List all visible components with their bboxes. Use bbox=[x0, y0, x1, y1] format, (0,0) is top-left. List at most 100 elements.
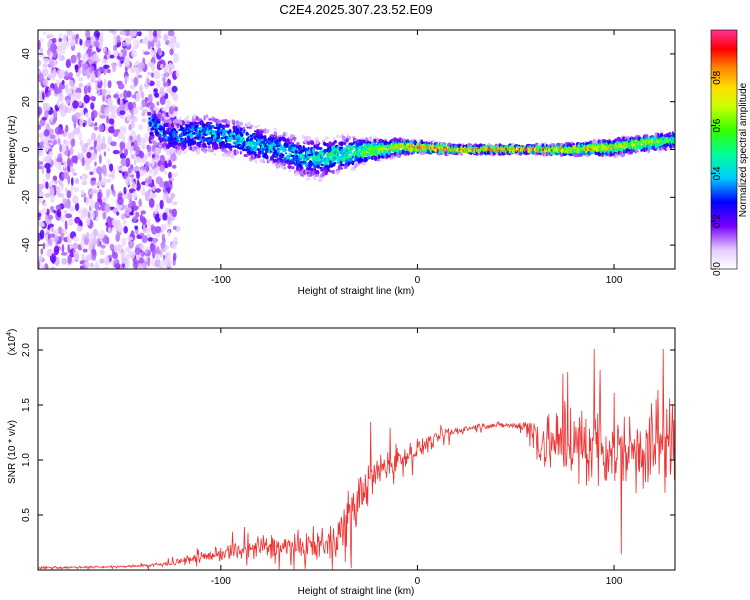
spectrogram-noise-blob bbox=[105, 222, 109, 227]
spectrogram-noise-blob bbox=[78, 59, 82, 70]
spectrogram-noise-blob bbox=[43, 263, 49, 269]
spectrogram-ridge-cell bbox=[283, 166, 287, 170]
spectrogram-noise-blob bbox=[80, 110, 84, 117]
spectrogram-ridge-cell bbox=[346, 133, 350, 137]
spectrogram-noise-blob bbox=[69, 40, 76, 47]
spectrogram-noise-blob bbox=[66, 157, 72, 167]
spectrogram-ridge-cell bbox=[368, 152, 372, 156]
spectrogram-noise-blob bbox=[66, 145, 69, 152]
spectrogram-noise-blob bbox=[78, 77, 84, 82]
spectrogram-noise-blob bbox=[147, 93, 153, 104]
spectrogram-ridge-cell bbox=[176, 123, 179, 126]
spectrogram-noise-blob bbox=[106, 178, 112, 183]
spectrogram-noise-blob bbox=[121, 194, 128, 200]
spectrogram-xlabel: Height of straight line (km) bbox=[298, 286, 415, 297]
spectrogram-ridge-cell bbox=[345, 144, 349, 149]
spectrogram-ridge-cell bbox=[207, 145, 211, 149]
spectrogram-noise-blob bbox=[79, 139, 84, 147]
spectrogram-noise-blob bbox=[42, 78, 48, 86]
spectrogram-noise-blob bbox=[125, 255, 130, 261]
spectrogram-noise-blob bbox=[157, 47, 162, 55]
spectrogram-noise-blob bbox=[81, 157, 85, 167]
spectrogram-ridge-cell bbox=[428, 142, 431, 145]
spectrogram-ridge-cell bbox=[392, 137, 398, 143]
spectrogram-noise-blob bbox=[84, 157, 91, 162]
spectrogram-ridge-cell bbox=[218, 138, 223, 143]
spectrogram-noise-blob bbox=[73, 251, 80, 261]
spectrogram-ridge-cell bbox=[249, 134, 253, 138]
spectrogram-noise-blob bbox=[77, 125, 81, 134]
spectrogram-noise-blob bbox=[96, 79, 103, 89]
spectrogram-noise-blob bbox=[159, 164, 166, 172]
spectrogram-ridge-cell bbox=[193, 140, 197, 145]
spectrogram-noise-blob bbox=[46, 167, 51, 174]
spectrogram-noise-blob bbox=[38, 106, 43, 116]
spectrogram-noise-blob bbox=[54, 156, 57, 167]
snr-exponent-label: (x104) bbox=[6, 329, 18, 356]
spectrogram-noise-blob bbox=[99, 241, 102, 247]
spectrogram-noise-blob bbox=[70, 177, 74, 186]
spectrogram-ytick-label: 0 bbox=[21, 146, 32, 152]
spectrogram-noise-blob bbox=[106, 159, 111, 164]
colorbar-tick-label: 0.2 bbox=[712, 214, 723, 228]
spectrogram-noise-blob bbox=[48, 128, 55, 136]
spectrogram-noise-blob bbox=[130, 77, 134, 84]
spectrogram-ridge-cell bbox=[252, 141, 256, 146]
spectrogram-ridge-cell bbox=[158, 114, 162, 120]
spectrogram-noise-blob bbox=[41, 208, 48, 214]
spectrogram-noise-blob bbox=[118, 125, 126, 135]
spectrogram-ridge-cell bbox=[672, 132, 675, 138]
spectrogram-noise-blob bbox=[60, 172, 64, 182]
spectrogram-noise-blob bbox=[159, 91, 167, 96]
spectrogram-noise-blob bbox=[74, 64, 79, 73]
spectrogram-ridge-cell bbox=[333, 140, 337, 144]
spectrogram-noise-blob bbox=[58, 70, 62, 80]
spectrogram-noise-blob bbox=[76, 57, 79, 63]
spectrogram-noise-blob bbox=[153, 167, 159, 173]
spectrogram-noise-blob bbox=[160, 73, 165, 78]
spectrogram-noise-blob bbox=[156, 34, 162, 39]
spectrogram-noise-blob bbox=[91, 254, 97, 261]
spectrogram-noise-blob bbox=[134, 146, 141, 153]
spectrogram-noise-blob bbox=[109, 189, 113, 195]
spectrogram-ridge-cell bbox=[298, 163, 303, 168]
spectrogram-noise-blob bbox=[138, 106, 144, 111]
spectrogram-noise-blob bbox=[97, 75, 101, 83]
spectrogram-ridge-cell bbox=[250, 137, 254, 142]
spectrogram-noise-blob bbox=[162, 191, 166, 202]
spectrogram-noise-blob bbox=[94, 201, 100, 210]
spectrogram-noise-blob bbox=[110, 114, 117, 119]
spectrogram-noise-blob bbox=[67, 87, 72, 95]
spectrogram-ridge-cell bbox=[178, 149, 182, 155]
spectrogram-ridge-cell bbox=[214, 141, 217, 145]
spectrogram-noise-blob bbox=[90, 72, 96, 83]
spectrogram-ridge-cell bbox=[205, 114, 209, 118]
spectrogram-ridge-cell bbox=[327, 153, 330, 159]
spectrogram-ridge-cell bbox=[175, 130, 178, 134]
spectrogram-noise-blob bbox=[168, 106, 174, 115]
spectrogram-noise-blob bbox=[38, 40, 41, 50]
spectrogram-ridge-cell bbox=[194, 125, 199, 129]
spectrogram-ridge-cell bbox=[258, 143, 262, 147]
spectrogram-ridge-cell bbox=[175, 133, 178, 137]
snr-xtick-label: 0 bbox=[415, 576, 421, 587]
spectrogram-noise-blob bbox=[58, 226, 63, 233]
spectrogram-noise-blob bbox=[65, 60, 70, 69]
spectrogram-noise-blob bbox=[165, 99, 172, 110]
spectrogram-noise-blob bbox=[102, 94, 106, 102]
spectrogram-ridge-cell bbox=[210, 149, 214, 153]
spectrogram-noise-blob bbox=[70, 31, 75, 36]
spectrogram-ridge-cell bbox=[250, 154, 254, 159]
spectrogram-ridge-cell bbox=[184, 137, 187, 141]
spectrogram-ridge-cell bbox=[319, 152, 325, 156]
spectrogram-ridge-cell bbox=[176, 139, 180, 142]
spectrogram-noise-blob bbox=[45, 233, 49, 242]
spectrogram-ridge-cell bbox=[232, 122, 236, 126]
spectrogram-noise-blob bbox=[159, 260, 166, 269]
spectrogram-noise-blob bbox=[119, 110, 126, 116]
spectrogram-noise-blob bbox=[74, 155, 78, 165]
spectrogram-noise-blob bbox=[128, 238, 135, 249]
spectrogram-noise-blob bbox=[159, 142, 163, 150]
